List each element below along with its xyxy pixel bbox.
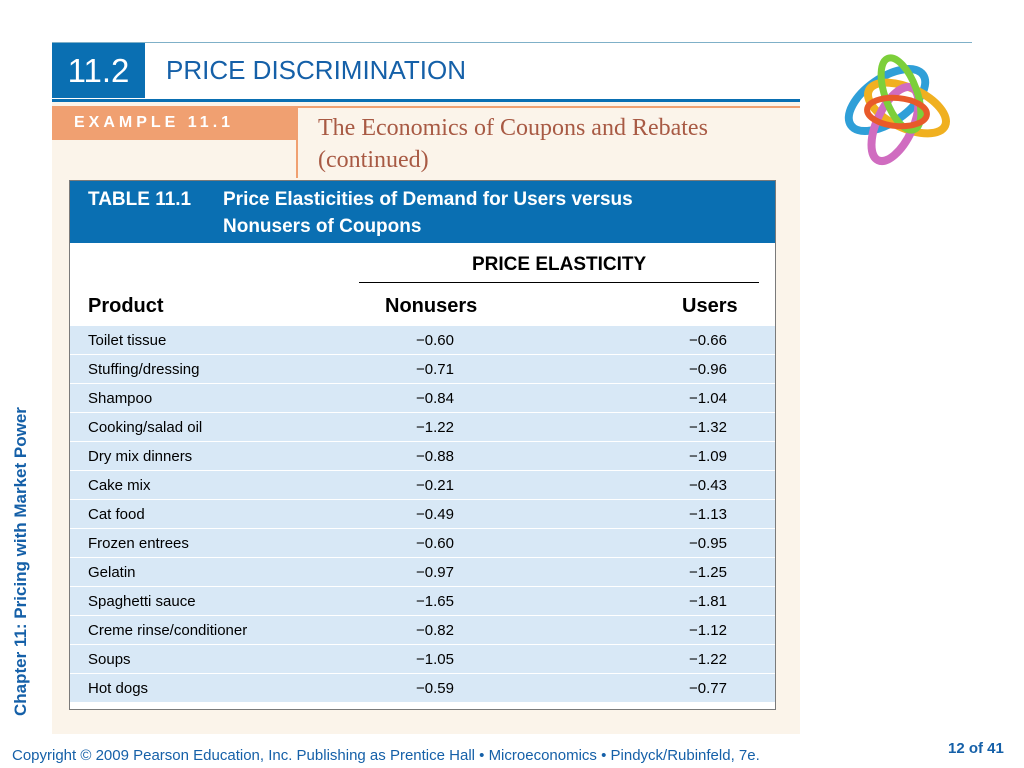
nonusers-cell: −1.05 (416, 651, 454, 668)
copyright-footer: Copyright © 2009 Pearson Education, Inc.… (12, 747, 760, 764)
example-divider-vertical (296, 106, 298, 178)
nonusers-cell: −0.49 (416, 506, 454, 523)
users-cell: −1.25 (689, 564, 727, 581)
users-cell: −0.66 (689, 332, 727, 349)
nonusers-cell: −1.65 (416, 593, 454, 610)
table-caption-line2: Nonusers of Coupons (223, 216, 422, 237)
table-caption-line1: Price Elasticities of Demand for Users v… (223, 189, 633, 210)
table-caption: TABLE 11.1 Price Elasticities of Demand … (70, 181, 775, 243)
column-header-nonusers: Nonusers (385, 295, 478, 317)
users-cell: −1.22 (689, 651, 727, 668)
users-cell: −1.04 (689, 390, 727, 407)
interlocking-rings-logo (844, 54, 950, 166)
nonusers-cell: −0.21 (416, 477, 454, 494)
product-cell: Shampoo (88, 390, 153, 407)
users-cell: −1.09 (689, 448, 727, 465)
example-label: EXAMPLE 11.1 (52, 106, 296, 140)
table-row: Gelatin −0.97 −1.25 (70, 558, 775, 587)
table-row: Stuffing/dressing −0.71 −0.96 (70, 355, 775, 384)
chapter-sidebar-label: Chapter 11: Pricing with Market Power (11, 407, 30, 716)
users-cell: −1.12 (689, 622, 727, 639)
product-cell: Stuffing/dressing (88, 361, 200, 378)
table-row: Soups −1.05 −1.22 (70, 645, 775, 674)
product-cell: Frozen entrees (88, 535, 189, 552)
table-row: Cake mix −0.21 −0.43 (70, 471, 775, 500)
table-row: Dry mix dinners −0.88 −1.09 (70, 442, 775, 471)
table-row: Cat food −0.49 −1.13 (70, 500, 775, 529)
example-title: The Economics of Coupons and Rebates (co… (318, 115, 708, 173)
section-number: 11.2 (52, 43, 145, 98)
product-cell: Dry mix dinners (88, 448, 193, 465)
table-row: Shampoo −0.84 −1.04 (70, 384, 775, 413)
table-row: Cooking/salad oil −1.22 −1.32 (70, 413, 775, 442)
users-cell: −1.81 (689, 593, 727, 610)
table-row: Frozen entrees −0.60 −0.95 (70, 529, 775, 558)
nonusers-cell: −0.60 (416, 332, 454, 349)
users-cell: −0.77 (689, 680, 727, 697)
nonusers-cell: −0.59 (416, 680, 454, 697)
product-cell: Cooking/salad oil (88, 419, 203, 436)
nonusers-cell: −0.60 (416, 535, 454, 552)
group-header: PRICE ELASTICITY (472, 254, 647, 275)
product-cell: Spaghetti sauce (88, 593, 196, 610)
nonusers-cell: −0.97 (416, 564, 454, 581)
users-cell: −0.96 (689, 361, 727, 378)
users-cell: −1.13 (689, 506, 727, 523)
section-title: PRICE DISCRIMINATION (166, 55, 466, 85)
users-cell: −0.43 (689, 477, 727, 494)
product-cell: Soups (88, 651, 131, 668)
table-row: Toilet tissue −0.60 −0.66 (70, 326, 775, 355)
table-row: Spaghetti sauce −1.65 −1.81 (70, 587, 775, 616)
nonusers-cell: −0.84 (416, 390, 454, 407)
page-number: 12 of 41 (948, 740, 1004, 757)
product-cell: Creme rinse/conditioner (88, 622, 248, 639)
column-header-product: Product (88, 295, 164, 317)
table-row: Creme rinse/conditioner −0.82 −1.12 (70, 616, 775, 645)
nonusers-cell: −0.82 (416, 622, 454, 639)
group-header-rule (359, 282, 759, 283)
header-divider (52, 42, 972, 43)
nonusers-cell: −0.88 (416, 448, 454, 465)
table-caption-label: TABLE 11.1 (88, 189, 192, 210)
product-cell: Cake mix (88, 477, 151, 494)
elasticity-table: TABLE 11.1 Price Elasticities of Demand … (69, 180, 776, 710)
product-cell: Cat food (88, 506, 145, 523)
nonusers-cell: −0.71 (416, 361, 454, 378)
product-cell: Gelatin (88, 564, 136, 581)
table-body: Toilet tissue −0.60 −0.66 Stuffing/dressin… (70, 326, 775, 703)
example-divider (296, 106, 800, 108)
column-header-users: Users (682, 295, 738, 317)
section-underline (52, 99, 800, 102)
product-cell: Toilet tissue (88, 332, 167, 349)
users-cell: −1.32 (689, 419, 727, 436)
users-cell: −0.95 (689, 535, 727, 552)
product-cell: Hot dogs (88, 680, 149, 697)
nonusers-cell: −1.22 (416, 419, 454, 436)
table-row: Hot dogs −0.59 −0.77 (70, 674, 775, 703)
